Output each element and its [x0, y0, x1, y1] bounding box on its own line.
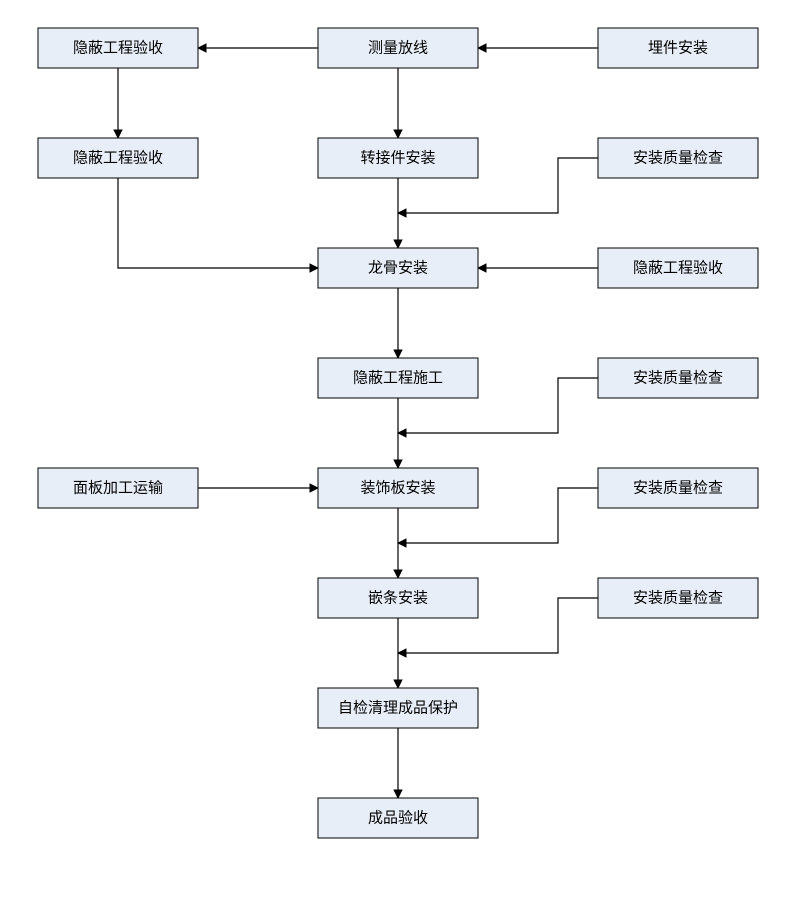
node-n3: 埋件安装: [598, 28, 758, 68]
node-label-n11: 面板加工运输: [73, 479, 163, 497]
node-label-n6: 安装质量检查: [633, 150, 723, 167]
node-label-n15: 安装质量检查: [633, 590, 723, 607]
node-n11: 面板加工运输: [38, 468, 198, 508]
node-label-n14: 嵌条安装: [368, 590, 428, 607]
node-label-n9: 隐蔽工程施工: [353, 370, 443, 387]
node-n10: 安装质量检查: [598, 358, 758, 398]
node-label-n13: 安装质量检查: [633, 480, 723, 497]
node-n4: 隐蔽工程验收: [38, 138, 198, 178]
node-n9: 隐蔽工程施工: [318, 358, 478, 398]
node-n5: 转接件安装: [318, 138, 478, 178]
node-n8: 隐蔽工程验收: [598, 248, 758, 288]
flowchart-canvas: 隐蔽工程验收测量放线埋件安装隐蔽工程验收转接件安装安装质量检查龙骨安装隐蔽工程验…: [0, 0, 793, 900]
edge-n4-n7: [118, 178, 318, 268]
node-label-n1: 隐蔽工程验收: [73, 40, 163, 57]
node-label-n8: 隐蔽工程验收: [633, 260, 723, 277]
node-n16: 自检清理成品保护: [318, 688, 478, 728]
node-label-n3: 埋件安装: [648, 40, 708, 57]
node-n15: 安装质量检查: [598, 578, 758, 618]
node-n6: 安装质量检查: [598, 138, 758, 178]
node-n14: 嵌条安装: [318, 578, 478, 618]
node-n12: 装饰板安装: [318, 468, 478, 508]
node-n1: 隐蔽工程验收: [38, 28, 198, 68]
node-n7: 龙骨安装: [318, 248, 478, 288]
node-n17: 成品验收: [318, 798, 478, 838]
node-label-n10: 安装质量检查: [633, 370, 723, 387]
node-label-n4: 隐蔽工程验收: [73, 150, 163, 167]
node-label-n12: 装饰板安装: [360, 479, 435, 497]
node-n2: 测量放线: [318, 28, 478, 68]
node-label-n7: 龙骨安装: [368, 260, 428, 277]
node-label-n17: 成品验收: [368, 810, 428, 827]
node-label-n2: 测量放线: [368, 40, 428, 57]
node-n13: 安装质量检查: [598, 468, 758, 508]
node-label-n5: 转接件安装: [360, 150, 435, 167]
node-label-n16: 自检清理成品保护: [338, 700, 458, 717]
